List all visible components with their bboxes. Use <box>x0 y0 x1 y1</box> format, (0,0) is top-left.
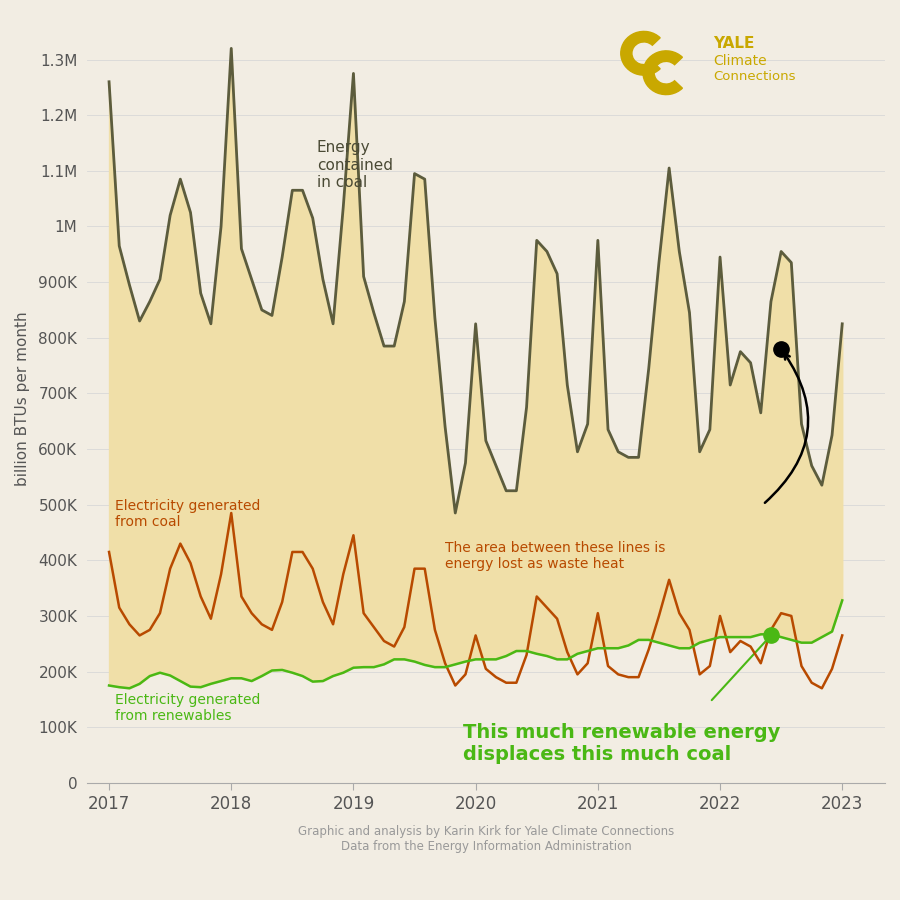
Text: Climate: Climate <box>713 54 767 68</box>
Wedge shape <box>643 51 682 94</box>
Text: The area between these lines is
energy lost as waste heat: The area between these lines is energy l… <box>446 541 665 571</box>
Y-axis label: billion BTUs per month: billion BTUs per month <box>15 311 30 486</box>
Text: YALE: YALE <box>713 36 754 51</box>
Text: Electricity generated
from coal: Electricity generated from coal <box>115 500 260 529</box>
Wedge shape <box>621 32 661 75</box>
Text: Energy
contained
in coal: Energy contained in coal <box>317 140 392 190</box>
Text: Connections: Connections <box>713 70 796 83</box>
Text: Electricity generated
from renewables: Electricity generated from renewables <box>115 693 260 723</box>
Text: This much renewable energy
displaces this much coal: This much renewable energy displaces thi… <box>464 723 781 764</box>
Text: Graphic and analysis by Karin Kirk for Yale Climate Connections
Data from the En: Graphic and analysis by Karin Kirk for Y… <box>298 825 674 853</box>
